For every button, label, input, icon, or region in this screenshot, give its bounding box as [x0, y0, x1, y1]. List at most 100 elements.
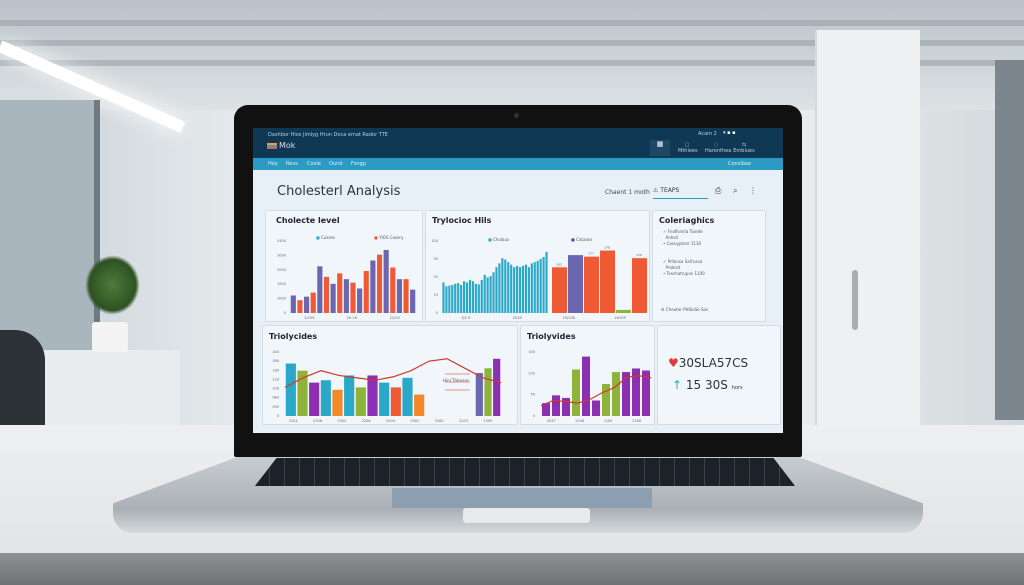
heart-icon: ♥ — [668, 356, 679, 370]
pillar-door — [815, 30, 920, 430]
insights-footer[interactable]: ⚙ Cheuter PHSIoSe Sos — [661, 307, 709, 312]
data-label: 179 — [636, 253, 642, 257]
search-icon[interactable]: ⌕ — [733, 186, 738, 195]
bar — [498, 263, 501, 313]
y-tick-label: 1000 — [277, 297, 286, 301]
insights-title: Coleriaghics — [659, 216, 715, 225]
bar — [507, 262, 510, 313]
top-button-share[interactable]: ⇆ Emblues — [733, 142, 755, 154]
window — [0, 100, 100, 350]
grid-icon[interactable]: ▦ — [650, 140, 670, 156]
y-tick-label: 0 — [284, 311, 286, 315]
y-tick-label: 2000 — [277, 268, 286, 272]
bar — [513, 267, 516, 313]
top-button-chat[interactable]: ◌ Harenthea — [705, 142, 732, 154]
chart-title: Trylocioc Hils — [432, 216, 492, 225]
bar — [309, 382, 320, 416]
y-tick-label: 105 — [528, 371, 535, 375]
bar — [518, 267, 522, 313]
bar — [363, 271, 369, 313]
bar — [317, 266, 323, 313]
nav-item-1[interactable]: Revs — [286, 161, 298, 167]
bar — [516, 265, 519, 313]
x-tick-label: 2047 — [547, 419, 556, 423]
bar — [602, 383, 610, 416]
data-label: 102 — [556, 262, 562, 266]
nav-right-link[interactable]: Consibae — [728, 161, 752, 167]
bar — [568, 255, 583, 313]
nav-item-2[interactable]: Coxle — [307, 161, 321, 167]
nav-item-3[interactable]: Ourst — [329, 161, 343, 167]
bar — [504, 259, 507, 313]
chart-icon: ⚠ — [653, 187, 661, 194]
bar — [480, 279, 483, 313]
chart-title: Cholecte level — [276, 216, 340, 225]
legend-item: ■ Cusses — [316, 235, 336, 240]
chat-icon: ◌ — [713, 142, 719, 148]
data-label: 178 — [604, 246, 610, 250]
top-button-documents[interactable]: ▢ Mthiees — [678, 142, 698, 154]
kpi-primary: ♥30SLA57CS — [668, 356, 749, 370]
date-filter[interactable]: Chaent 1 moth — [605, 189, 650, 196]
nav-item-0[interactable]: Hoy — [268, 161, 278, 167]
bar — [390, 267, 396, 313]
bar — [616, 309, 631, 313]
desk-edge — [0, 553, 1024, 585]
bar — [632, 368, 640, 416]
legend-item: Hinl Thheens — [443, 378, 470, 383]
bar — [465, 282, 469, 313]
bar — [552, 395, 560, 416]
chart-card-triglycerides: Trylocioc Hils ■ Chulaus ■ Cotaans 100 50… — [425, 210, 650, 322]
logo-icon — [267, 143, 277, 149]
x-tick-label: 2H20 — [513, 316, 522, 320]
data-label: 177 — [588, 252, 594, 256]
bar — [468, 279, 472, 313]
window-frame — [995, 60, 1024, 420]
cabinet — [20, 350, 180, 425]
export-icon[interactable]: ⎙ — [715, 186, 722, 195]
bar — [357, 288, 363, 313]
more-icon[interactable]: ⋮ — [749, 186, 757, 195]
plant — [85, 255, 140, 315]
bar — [343, 279, 349, 313]
y-tick-label: 50 — [434, 257, 438, 261]
tab-teaps[interactable]: ⚠ TEAPS — [653, 187, 708, 199]
insight-item: ✔ Pnfonsa Sall'ussa Prolesit • Tsechatrup… — [663, 259, 705, 276]
bar — [350, 282, 356, 313]
x-tick-label: 23/208 — [563, 316, 575, 320]
lid-notch — [463, 508, 590, 523]
keyboard[interactable] — [255, 458, 795, 486]
trend-line — [540, 375, 652, 407]
x-tick-label: 2206 — [575, 419, 584, 423]
y-tick-label: 160 — [272, 368, 279, 372]
document-icon: ▢ — [684, 142, 690, 148]
x-tick-label: 2262 — [435, 419, 444, 423]
kpi-card: ♥30SLA57CS ↑ 15 30S hors — [657, 325, 781, 425]
y-tick-label: 25 — [434, 275, 438, 279]
x-tick-label: 2/00 — [604, 419, 612, 423]
bar — [642, 370, 650, 416]
bar — [337, 273, 343, 313]
nav-item-4[interactable]: Fsngp — [351, 161, 366, 167]
bar — [297, 300, 303, 313]
bar — [489, 276, 492, 313]
chart-cholesterol-svg: 2400 3000 2000 1500 1000 0 2/209 2H 2H 2/200 — [277, 239, 416, 320]
bar — [344, 375, 355, 416]
share-icon: ⇆ — [741, 142, 747, 148]
y-tick-label: 0 — [277, 414, 279, 418]
trackpad[interactable] — [392, 488, 652, 508]
bar — [355, 387, 366, 416]
legend-item: ■ Chulaus — [488, 237, 510, 242]
bar — [584, 256, 599, 313]
top-bar: Dashbor Hios Jimlyg Hrun Doca emat Rador… — [253, 128, 783, 158]
y-tick-label: 050 — [272, 405, 279, 409]
bar — [396, 279, 402, 313]
bar — [612, 372, 620, 416]
bar — [376, 254, 383, 313]
bar — [320, 380, 331, 416]
wifi-icon: ▾ ▪ ▪ — [723, 130, 736, 136]
plant-pot — [92, 322, 128, 352]
header-text: Dashbor Hios Jimlyg Hrun Doca emat Rador… — [268, 132, 388, 138]
x-tick-label: 2H 2H — [347, 316, 358, 320]
x-tick-label: 2208 — [632, 419, 641, 423]
